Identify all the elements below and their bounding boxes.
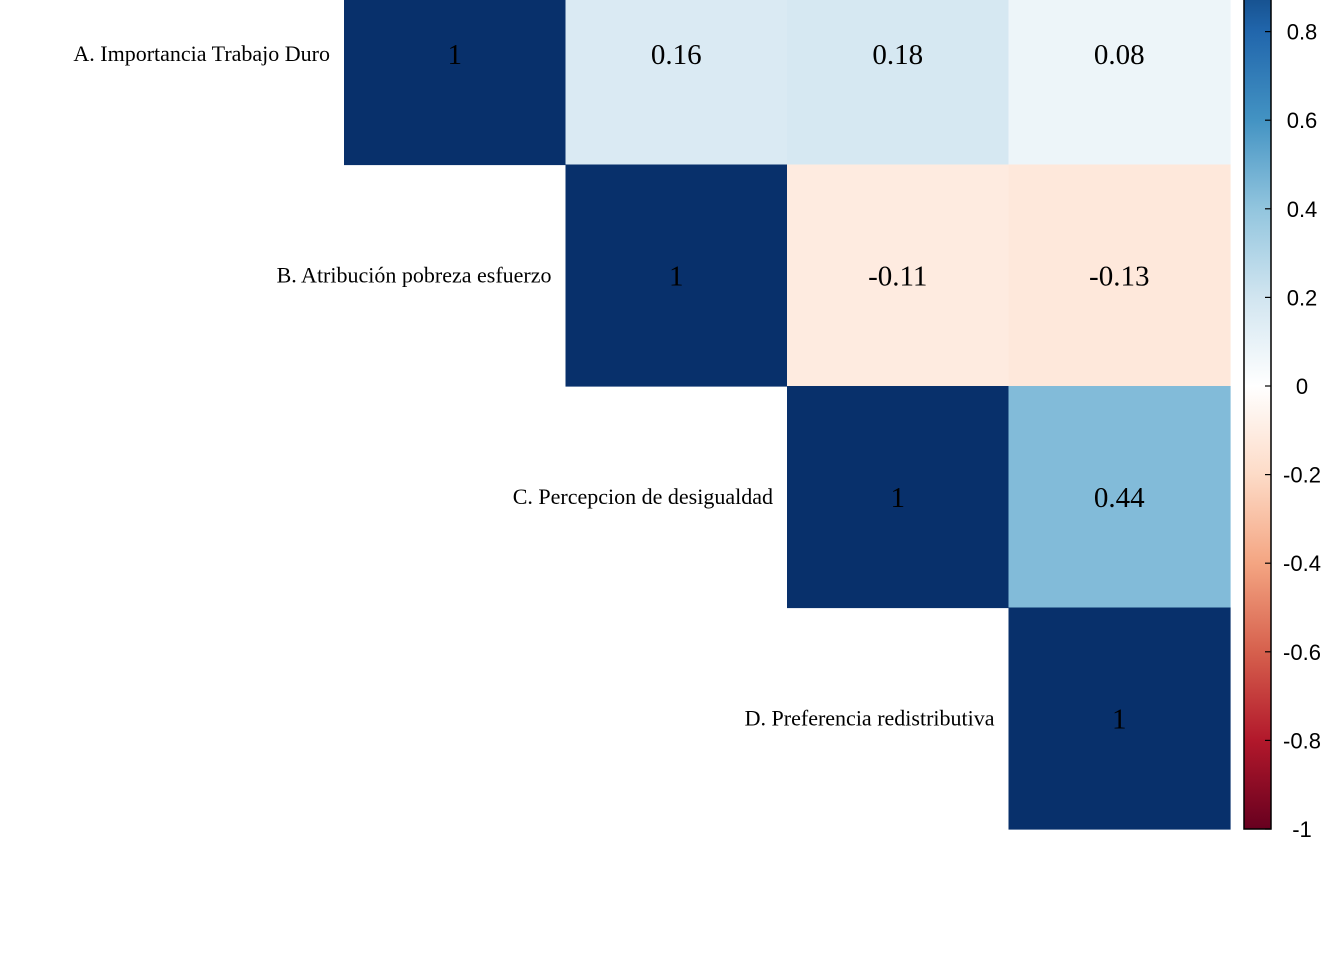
heatmap-cell bbox=[565, 164, 788, 387]
colorbar-tick-label: -0.4 bbox=[1283, 551, 1321, 576]
row-label: A. Importancia Trabajo Duro bbox=[73, 41, 330, 66]
cell-value-label: 1 bbox=[669, 260, 684, 292]
colorbar-tick-label: 0.4 bbox=[1287, 197, 1318, 222]
heatmap-cells: 1 0.16 0.18 0.08 1 -0.11 -0.13 1 0.44 1 bbox=[344, 0, 1231, 830]
heatmap-cell bbox=[787, 0, 1010, 166]
cell-value-label: 1 bbox=[891, 482, 906, 514]
colorbar-tick-label: 0.2 bbox=[1287, 285, 1318, 310]
colorbar-tick-label: 0 bbox=[1296, 374, 1308, 399]
cell-value-label: 0.08 bbox=[1094, 39, 1145, 71]
row-label: C. Percepcion de desigualdad bbox=[513, 484, 773, 509]
colorbar-tick-label: 0.6 bbox=[1287, 108, 1318, 133]
row-label: D. Preferencia redistributiva bbox=[745, 705, 995, 730]
heatmap-cell bbox=[1008, 607, 1231, 830]
cell-value-label: 0.16 bbox=[651, 39, 702, 71]
cell-value-label: 1 bbox=[1112, 703, 1127, 735]
colorbar-tick-label: 0.8 bbox=[1287, 20, 1318, 45]
colorbar-tick-label: -0.6 bbox=[1283, 640, 1321, 665]
cell-value-label: 0.44 bbox=[1094, 482, 1145, 514]
heatmap-cell bbox=[344, 0, 567, 166]
colorbar-tick-label: -0.8 bbox=[1283, 728, 1321, 753]
heatmap-cell bbox=[787, 164, 1010, 387]
cell-value-label: -0.11 bbox=[868, 260, 927, 292]
colorbar: 0.8 0.6 0.4 0.2 0 -0.2 -0.4 -0.6 -0.8 -1 bbox=[1243, 0, 1321, 842]
cell-value-label: -0.13 bbox=[1089, 260, 1149, 292]
colorbar-tick-label: -1 bbox=[1292, 817, 1312, 842]
colorbar-gradient bbox=[1243, 0, 1272, 830]
heatmap-cell bbox=[1008, 164, 1231, 387]
cell-value-label: 1 bbox=[448, 39, 463, 71]
heatmap-cell bbox=[1008, 0, 1231, 166]
heatmap-cell bbox=[787, 386, 1010, 609]
row-labels: A. Importancia Trabajo Duro B. Atribución… bbox=[73, 41, 994, 731]
row-label: B. Atribución pobreza esfuerzo bbox=[277, 262, 552, 287]
colorbar-tick-label: -0.2 bbox=[1283, 463, 1321, 488]
heatmap-cell bbox=[565, 0, 788, 166]
heatmap-cell bbox=[1008, 386, 1231, 609]
cell-value-label: 0.18 bbox=[872, 39, 923, 71]
